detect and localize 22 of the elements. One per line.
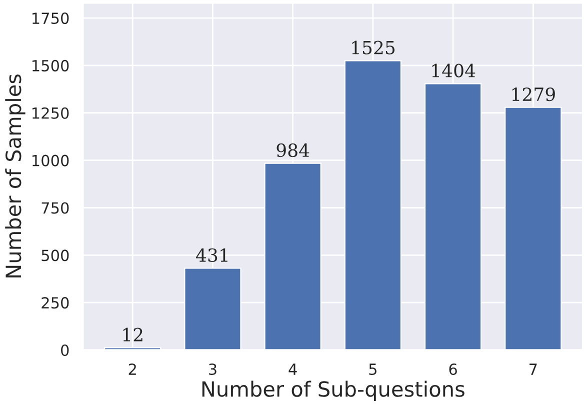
y-axis-title: Number of Samples xyxy=(5,74,26,278)
data-label: 12 xyxy=(123,328,142,342)
x-axis-title: Number of Sub-questions xyxy=(202,380,464,401)
y-tick-label: 1750 xyxy=(32,12,69,24)
y-tick-label: 1000 xyxy=(32,154,69,166)
data-label: 984 xyxy=(276,143,310,158)
x-tick-label: 6 xyxy=(449,363,457,376)
data-label: 1525 xyxy=(352,40,395,54)
x-tick-label: 4 xyxy=(288,364,297,375)
data-label: 1404 xyxy=(432,64,476,78)
y-tick-label: 250 xyxy=(42,297,69,309)
x-tick-label: 2 xyxy=(128,363,136,375)
y-tick-label: 1250 xyxy=(32,107,69,119)
y-tick-label: 0 xyxy=(61,344,69,356)
x-tick-label: 7 xyxy=(530,364,537,375)
x-tick-label: 5 xyxy=(369,364,376,376)
y-tick-label: 500 xyxy=(42,250,69,262)
y-tick-label: 1500 xyxy=(32,60,69,72)
x-tick-label: 3 xyxy=(209,363,216,376)
data-label: 431 xyxy=(196,248,228,262)
data-label: 1279 xyxy=(512,87,555,102)
y-tick-label: 750 xyxy=(42,202,69,214)
